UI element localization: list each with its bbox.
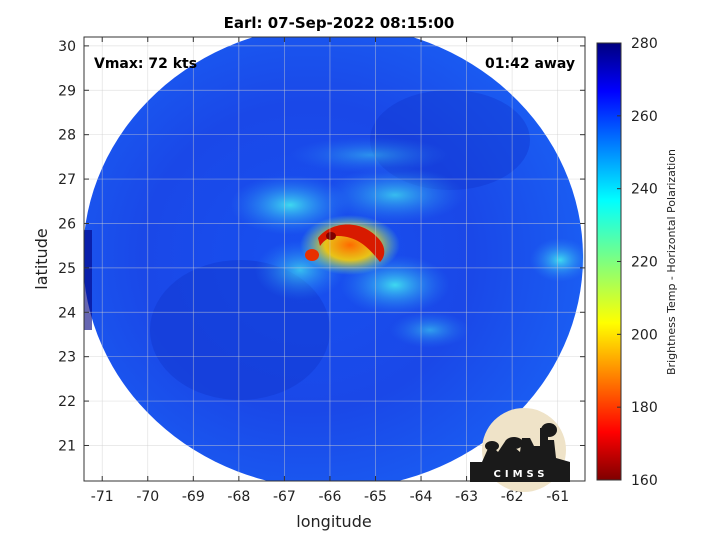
y-tick-label: 27 <box>58 172 76 188</box>
colorbar-tick-label: 280 <box>631 36 658 52</box>
x-tick-label: -66 <box>319 489 342 505</box>
rainband <box>530 238 585 282</box>
x-tick-label: -64 <box>410 489 433 505</box>
colorbar-label: Brightness Temp - Horizontal Polarizatio… <box>665 149 678 375</box>
x-tick-label: -68 <box>227 489 250 505</box>
logo-dish <box>505 437 523 449</box>
x-tick-label: -70 <box>136 489 159 505</box>
x-tick-label: -67 <box>273 489 296 505</box>
x-tick-label: -63 <box>455 489 478 505</box>
rainband <box>390 312 470 348</box>
colorbar-tick-label: 260 <box>631 109 658 125</box>
rainband <box>290 137 450 173</box>
x-tick-label: -69 <box>182 489 205 505</box>
y-tick-label: 24 <box>58 305 76 321</box>
y-tick-label: 29 <box>58 83 76 99</box>
colorbar-tick-label: 220 <box>631 255 658 271</box>
logo-tower-top <box>541 423 557 437</box>
rainband <box>325 167 465 223</box>
x-axis-label: longitude <box>296 512 371 531</box>
chart-title: Earl: 07-Sep-2022 08:15:00 <box>224 14 455 32</box>
y-tick-label: 22 <box>58 394 76 410</box>
colorbar-tick-label: 180 <box>631 400 658 416</box>
x-tick-label: -65 <box>364 489 387 505</box>
eye-hot-spot <box>305 249 319 261</box>
x-tick-label: -71 <box>91 489 114 505</box>
y-tick-label: 28 <box>58 128 76 144</box>
colorbar-ticks: 160 180 200 220 240 260 280 <box>617 36 658 489</box>
logo-silhouette <box>470 428 570 482</box>
swath-edge <box>84 230 92 330</box>
x-tick-label: -61 <box>546 489 569 505</box>
swath-layer <box>84 37 585 481</box>
y-tick-label: 30 <box>58 39 76 55</box>
x-axis-ticks: -71 -70 -69 -68 -67 -66 -65 -64 -63 -62 -61 <box>91 37 569 505</box>
y-axis-ticks: 21 22 23 24 25 26 27 28 29 30 <box>58 39 585 454</box>
eyewall-warm <box>300 215 400 275</box>
y-tick-label: 21 <box>58 438 76 454</box>
logo-text: CIMSS <box>494 469 549 480</box>
colorbar-tick-label: 160 <box>631 473 658 489</box>
time-away-annotation: 01:42 away <box>485 56 575 72</box>
x-tick-label: -62 <box>501 489 524 505</box>
rainband <box>230 175 350 235</box>
y-axis-label: latitude <box>32 228 51 289</box>
colorbar-tick-label: 200 <box>631 327 658 343</box>
logo-dish <box>485 441 499 451</box>
cimss-logo: CIMSS <box>470 408 570 492</box>
y-tick-label: 23 <box>58 350 76 366</box>
vmax-annotation: Vmax: 72 kts <box>94 56 197 72</box>
eye-hot-spot <box>326 232 336 240</box>
y-tick-label: 26 <box>58 216 76 232</box>
colorbar-tick-label: 240 <box>631 182 658 198</box>
plot-frame <box>83 36 586 482</box>
y-tick-label: 25 <box>58 261 76 277</box>
